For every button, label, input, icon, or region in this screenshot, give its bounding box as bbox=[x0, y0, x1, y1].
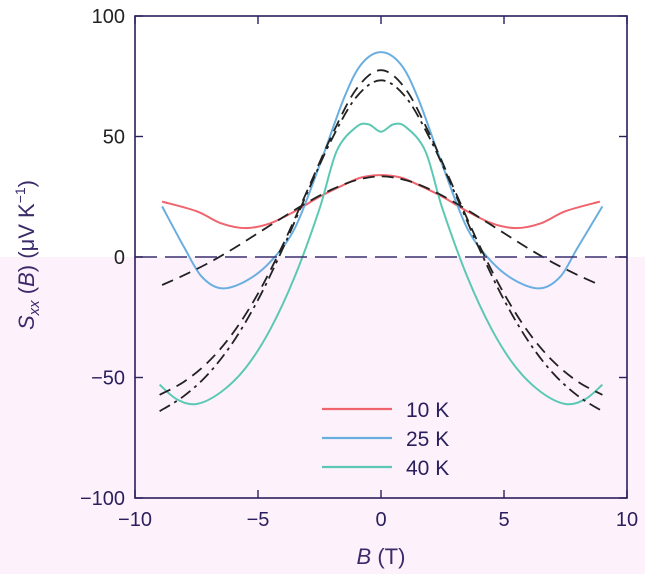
legend-label: 40 K bbox=[406, 457, 449, 480]
series-line-40-k bbox=[158, 122, 604, 406]
y-axis-label: Sxx (B) (μV K−1) bbox=[12, 180, 43, 330]
y-tick-label: 0 bbox=[114, 247, 125, 269]
x-tick-label: 0 bbox=[375, 509, 386, 531]
y-tick-label: 50 bbox=[103, 127, 125, 149]
series-line-fit-3 bbox=[161, 175, 601, 286]
x-tick-label: 5 bbox=[498, 509, 509, 531]
lower-background-band bbox=[0, 257, 645, 574]
x-tick-label: −5 bbox=[247, 509, 270, 531]
series-line-fit-4 bbox=[159, 69, 603, 396]
y-tick-label: −50 bbox=[91, 368, 125, 390]
series-lines bbox=[158, 51, 604, 412]
y-tick-label: −100 bbox=[80, 488, 125, 510]
legend-label: 25 K bbox=[406, 428, 449, 451]
series-line-25-k bbox=[161, 51, 604, 290]
y-tick-label: 100 bbox=[92, 6, 125, 28]
x-axis-label: B (T) bbox=[357, 544, 406, 569]
x-tick-label: 10 bbox=[616, 509, 638, 531]
legend: 10 K 25 K 40 K bbox=[322, 399, 449, 480]
series-line-fit-5 bbox=[159, 79, 603, 412]
series-line-10-k bbox=[161, 174, 601, 230]
legend-label: 10 K bbox=[406, 399, 449, 422]
axes bbox=[134, 15, 628, 499]
x-tick-label: −10 bbox=[118, 509, 152, 531]
